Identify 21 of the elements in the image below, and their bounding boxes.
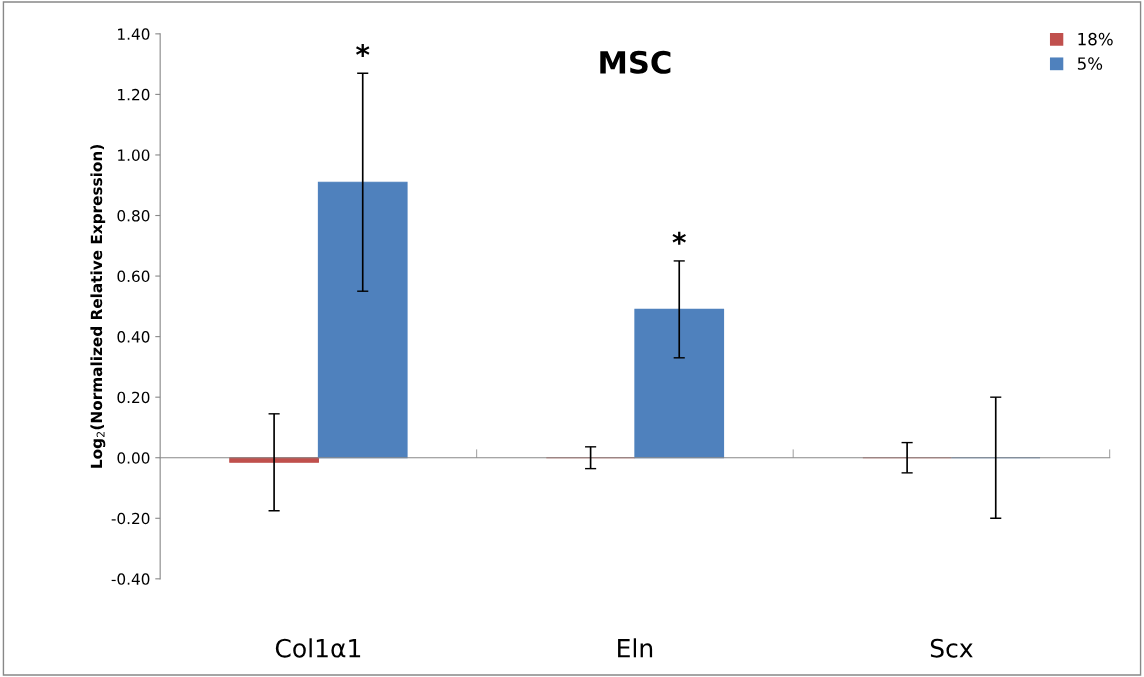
legend-label: 5% [1077, 57, 1103, 70]
y-tick-label: 0.20 [117, 391, 150, 404]
y-tick-label: 0.80 [117, 209, 150, 222]
annotation: * [672, 231, 686, 245]
y-tick-label: 1.20 [118, 88, 150, 101]
bar [317, 181, 408, 459]
y-tick-label: -0.20 [111, 512, 150, 525]
y-tick-label: -0.40 [111, 573, 150, 585]
annotation: * [356, 44, 370, 57]
x-tick-label: Col1α1 [275, 638, 361, 658]
y-tick-label: 0.60 [117, 270, 150, 283]
x-tick-label: Scx [930, 638, 973, 658]
y-tick-label: 1.00 [118, 149, 150, 161]
bar [634, 308, 725, 459]
y-tick-label: 0.40 [117, 331, 150, 343]
y-tick-label: 0.00 [117, 452, 150, 464]
chart-title: MSC [600, 50, 671, 74]
y-tick-label: 1.40 [118, 28, 150, 40]
y-axis-title: Log$_{2}$(Normalized Relative Expression) [90, 145, 106, 468]
legend-label: 18% [1078, 32, 1113, 46]
x-tick-label: Eln [618, 638, 653, 658]
